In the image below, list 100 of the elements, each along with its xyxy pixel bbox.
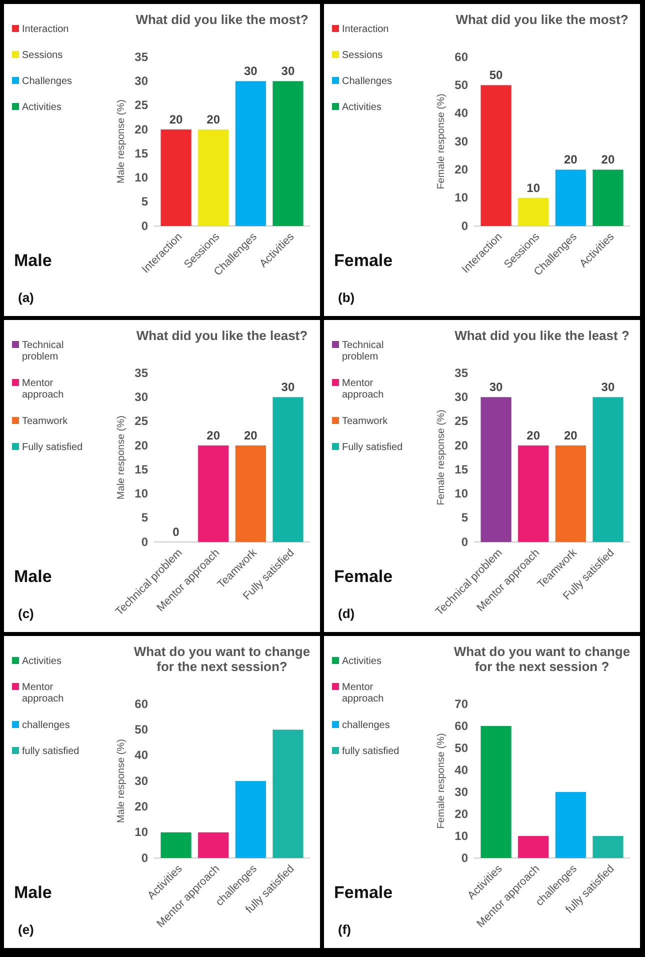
y-tick-label: 20 bbox=[134, 122, 148, 136]
y-tick-label: 10 bbox=[454, 190, 468, 205]
legend-label: Technical problem bbox=[22, 340, 64, 362]
y-axis-title: Male response (%) bbox=[116, 416, 127, 500]
legend-label: Activities bbox=[22, 102, 62, 113]
y-tick-label: 50 bbox=[134, 722, 148, 737]
data-label: 20 bbox=[169, 112, 184, 126]
y-tick-label: 60 bbox=[454, 50, 468, 64]
data-label: 30 bbox=[281, 64, 295, 78]
data-label: 30 bbox=[281, 380, 295, 394]
legend-label: fully satisfied bbox=[342, 746, 400, 757]
legend-label: Mentor approach bbox=[342, 682, 384, 704]
legend-label: Technical problem bbox=[342, 340, 384, 362]
y-tick-label: 60 bbox=[454, 718, 468, 733]
y-tick-label: 15 bbox=[134, 462, 148, 476]
y-tick-label: 25 bbox=[134, 98, 148, 112]
y-tick-label: 10 bbox=[454, 486, 468, 501]
y-axis-title: Female response (%) bbox=[436, 733, 447, 829]
y-tick-label: 15 bbox=[134, 146, 148, 160]
y-tick-label: 5 bbox=[461, 510, 468, 525]
y-tick-label: 0 bbox=[461, 534, 468, 549]
data-label: 20 bbox=[601, 152, 615, 167]
legend-label: Mentor approach bbox=[22, 682, 64, 704]
y-tick-label: 20 bbox=[454, 438, 468, 452]
data-label: 30 bbox=[489, 380, 504, 394]
legend-label: Sessions bbox=[342, 50, 383, 61]
y-tick-label: 40 bbox=[134, 748, 148, 762]
legend-label: Activities bbox=[342, 656, 382, 667]
chart-title: What did you like the most? bbox=[456, 12, 628, 27]
y-tick-label: 20 bbox=[134, 800, 148, 814]
y-tick-label: 35 bbox=[134, 50, 148, 64]
y-tick-label: 0 bbox=[141, 218, 148, 233]
y-tick-label: 60 bbox=[134, 696, 148, 711]
legend-label: Activities bbox=[342, 102, 382, 113]
y-tick-label: 30 bbox=[134, 74, 148, 88]
data-label: 20 bbox=[526, 428, 540, 442]
text: (d) bbox=[338, 606, 355, 621]
y-tick-label: 20 bbox=[134, 438, 148, 452]
legend-label: Sessions bbox=[22, 50, 63, 61]
y-tick-label: 30 bbox=[454, 134, 468, 148]
y-tick-label: 35 bbox=[134, 366, 148, 380]
chart-title: What do you want to change for the next session ? bbox=[454, 644, 630, 674]
y-tick-label: 50 bbox=[454, 740, 468, 755]
text: Female bbox=[334, 883, 393, 902]
y-tick-label: 25 bbox=[134, 414, 148, 428]
y-axis-title: Male response (%) bbox=[116, 739, 127, 823]
data-label: 0 bbox=[172, 525, 180, 539]
text: (a) bbox=[18, 290, 34, 305]
legend-label: fully satisfied bbox=[22, 746, 80, 757]
y-tick-label: 25 bbox=[454, 414, 468, 428]
legend-label: Activities bbox=[22, 656, 62, 667]
legend-label: Challenges bbox=[22, 76, 72, 87]
y-tick-label: 5 bbox=[141, 194, 148, 209]
text: Male bbox=[14, 567, 52, 586]
y-tick-label: 0 bbox=[461, 850, 468, 865]
data-label: 20 bbox=[206, 428, 220, 442]
data-label: 30 bbox=[601, 380, 615, 394]
legend-label: challenges bbox=[22, 720, 70, 731]
chart-title: What did you like the least ? bbox=[454, 328, 630, 343]
y-axis-title: Male response (%) bbox=[116, 100, 127, 184]
y-tick-label: 40 bbox=[454, 762, 468, 777]
data-label: 50 bbox=[489, 68, 504, 82]
legend-label: Fully satisfied bbox=[22, 442, 83, 453]
y-tick-label: 40 bbox=[454, 106, 468, 120]
y-axis-title: Female response (%) bbox=[436, 94, 447, 190]
y-tick-label: 0 bbox=[141, 850, 148, 865]
text: (e) bbox=[18, 922, 34, 937]
y-tick-label: 5 bbox=[141, 510, 148, 525]
data-label: 20 bbox=[244, 428, 258, 442]
legend-label: Teamwork bbox=[342, 416, 389, 427]
y-tick-label: 30 bbox=[454, 784, 468, 799]
data-label: 20 bbox=[564, 152, 578, 167]
text: (f) bbox=[338, 922, 351, 937]
text: Male bbox=[14, 251, 52, 270]
y-tick-label: 50 bbox=[454, 78, 468, 92]
text: (b) bbox=[338, 290, 355, 305]
y-tick-label: 30 bbox=[134, 390, 148, 404]
y-tick-label: 10 bbox=[454, 828, 468, 843]
legend-label: Interaction bbox=[22, 24, 69, 35]
legend-label: challenges bbox=[342, 720, 390, 731]
y-axis-title: Female response (%) bbox=[436, 410, 447, 506]
text: (c) bbox=[18, 606, 34, 621]
y-tick-label: 10 bbox=[134, 170, 148, 185]
legend-label: Mentor approach bbox=[22, 378, 64, 400]
legend-label: Fully satisfied bbox=[342, 442, 403, 453]
y-tick-label: 35 bbox=[454, 366, 468, 380]
y-tick-label: 30 bbox=[134, 774, 148, 788]
text: Female bbox=[334, 251, 393, 270]
y-tick-label: 30 bbox=[454, 390, 468, 404]
text: Female bbox=[334, 567, 393, 586]
data-label: 20 bbox=[564, 428, 578, 442]
legend-label: Challenges bbox=[342, 76, 392, 87]
data-label: 10 bbox=[526, 180, 540, 195]
y-tick-label: 20 bbox=[454, 162, 468, 177]
legend-label: Mentor approach bbox=[342, 378, 384, 400]
text: Male bbox=[14, 883, 52, 902]
y-tick-label: 10 bbox=[134, 825, 148, 840]
legend-label: Interaction bbox=[342, 24, 389, 35]
chart-title: What did you like the most? bbox=[136, 12, 308, 27]
data-label: 20 bbox=[206, 112, 220, 126]
